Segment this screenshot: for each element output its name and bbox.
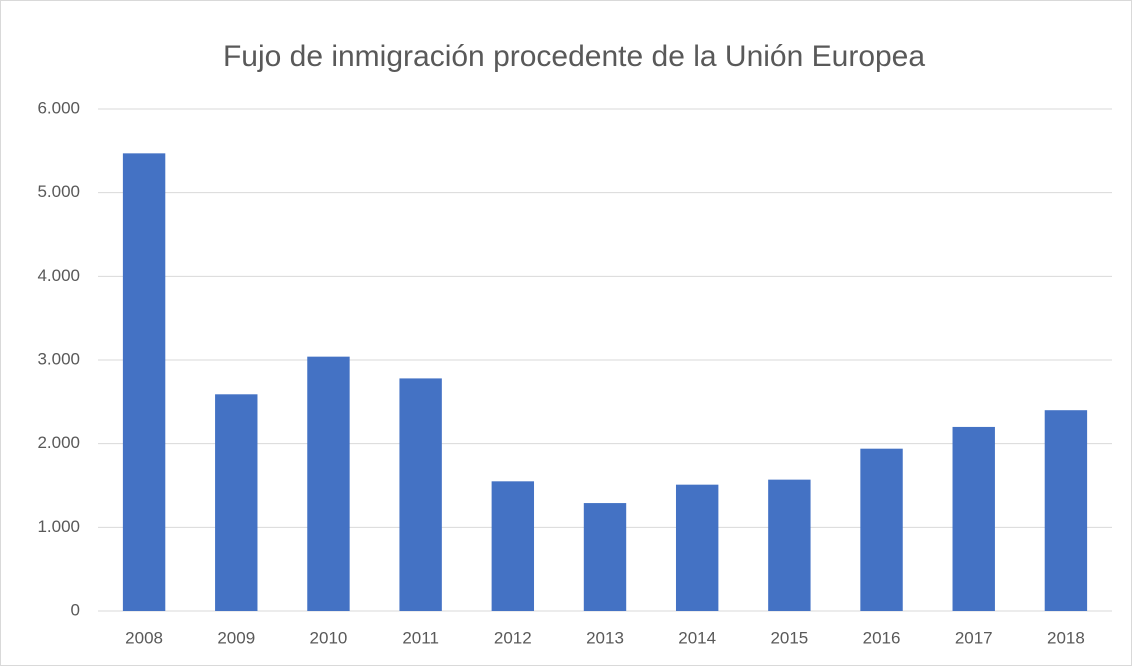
x-tick-label: 2009 — [217, 628, 255, 647]
bar — [1044, 410, 1088, 611]
y-tick-label: 0 — [71, 600, 80, 619]
y-tick-label: 4.000 — [37, 266, 80, 285]
bar — [307, 356, 350, 611]
bar — [122, 153, 166, 612]
x-tick-label: 2015 — [770, 628, 808, 647]
x-tick-label: 2011 — [402, 628, 439, 647]
bar — [768, 479, 811, 611]
y-tick-label: 6.000 — [37, 98, 80, 117]
x-tick-label: 2014 — [678, 628, 716, 647]
y-tick-label: 3.000 — [37, 349, 80, 368]
bar — [215, 394, 258, 611]
x-tick-label: 2018 — [1047, 628, 1085, 647]
bar — [952, 426, 995, 611]
x-tick-label: 2017 — [955, 628, 993, 647]
y-tick-label: 2.000 — [37, 433, 80, 452]
x-tick-label: 2016 — [863, 628, 901, 647]
chart-title: Fujo de inmigración procedente de la Uni… — [223, 40, 925, 73]
y-tick-label: 1.000 — [37, 517, 80, 536]
bar — [399, 378, 442, 611]
bar — [860, 448, 903, 611]
bar — [583, 503, 627, 611]
bar — [491, 481, 535, 611]
bar — [675, 484, 719, 611]
x-tick-label: 2013 — [586, 628, 624, 647]
x-tick-label: 2010 — [310, 628, 348, 647]
x-tick-label: 2008 — [125, 628, 163, 647]
y-tick-label: 5.000 — [37, 182, 80, 201]
x-tick-label: 2012 — [494, 628, 532, 647]
